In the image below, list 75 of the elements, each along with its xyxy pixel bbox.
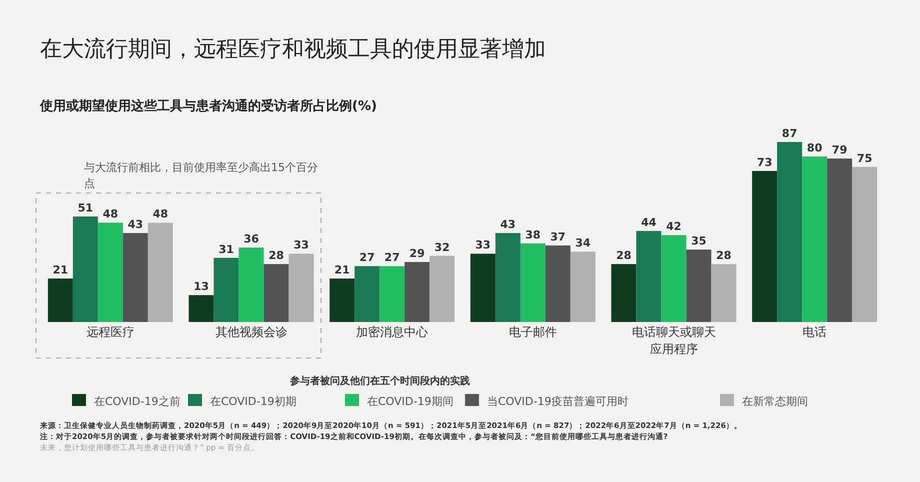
bar — [288, 254, 314, 322]
bar — [98, 222, 123, 322]
bar — [752, 170, 778, 322]
bar — [354, 266, 380, 322]
bar — [48, 278, 73, 322]
data-label: 34 — [575, 236, 591, 250]
data-label: 28 — [268, 249, 284, 262]
data-label: 31 — [218, 242, 234, 256]
chart-title: 在大流行期间，远程医疗和视频工具的使用显著增加 — [40, 37, 546, 62]
bar — [380, 266, 405, 322]
bar — [711, 264, 736, 322]
legend-title: 参与者被问及他们在五个时间段内的实践 — [289, 375, 470, 387]
data-label: 13 — [194, 280, 209, 294]
data-label: 32 — [434, 240, 450, 254]
data-label: 87 — [782, 127, 798, 140]
bar — [430, 256, 455, 322]
bar — [404, 262, 430, 322]
data-label: 29 — [409, 247, 425, 260]
data-label: 80 — [806, 141, 823, 154]
legend-label: 在COVID-19期间 — [367, 395, 454, 408]
bar — [570, 252, 596, 322]
x-tick-label: 电话聊天或聊天应用程序 — [632, 325, 716, 356]
bar — [545, 245, 570, 322]
data-label: 43 — [500, 218, 516, 232]
data-label: 33 — [475, 238, 491, 252]
bar — [611, 264, 636, 322]
x-tick-label: 加密消息中心 — [356, 325, 428, 339]
data-label: 43 — [128, 218, 144, 232]
bar — [686, 250, 712, 322]
bar — [802, 156, 828, 322]
data-label: 51 — [78, 201, 94, 214]
data-label: 21 — [52, 264, 68, 277]
data-label: 28 — [616, 249, 632, 262]
bar — [122, 233, 148, 322]
data-label: 38 — [525, 228, 541, 242]
x-tick-label: 其他视频会诊 — [215, 325, 288, 339]
bar — [330, 278, 355, 322]
bar — [827, 158, 852, 322]
bar — [72, 216, 98, 322]
annotation: 与大流行前相比，目前使用率至少高出15个百分点 — [84, 161, 318, 190]
bar — [188, 295, 214, 322]
data-label: 36 — [244, 232, 260, 246]
legend-label: 在COVID-19之前 — [94, 395, 180, 408]
data-label: 28 — [716, 249, 732, 262]
data-label: 48 — [102, 208, 118, 221]
data-label: 35 — [691, 234, 706, 248]
x-tick-label: 电话 — [802, 325, 827, 339]
x-tick-label: 远程医疗 — [86, 325, 134, 339]
data-label: 75 — [856, 152, 872, 165]
bar — [520, 243, 546, 322]
legend-label: 在COVID-19初期 — [210, 395, 296, 408]
bar — [852, 166, 878, 322]
data-label: 79 — [832, 144, 848, 157]
data-label: 42 — [666, 220, 682, 234]
bar — [636, 230, 662, 322]
data-label: 73 — [756, 156, 772, 169]
bar — [264, 264, 289, 322]
bar — [214, 258, 239, 322]
data-label: 33 — [294, 238, 309, 252]
bar — [238, 248, 264, 322]
bar — [470, 254, 496, 322]
data-label: 27 — [384, 251, 400, 264]
data-label: 48 — [152, 208, 168, 221]
legend-label: 当COVID-19疫苗普遍可用时 — [487, 395, 628, 408]
x-tick-label: 电子邮件 — [508, 325, 557, 339]
data-label: 37 — [550, 230, 566, 244]
bar — [148, 222, 173, 322]
bar — [661, 235, 686, 322]
data-label: 44 — [641, 216, 657, 229]
bar — [495, 233, 520, 322]
data-label: 21 — [334, 264, 350, 277]
bar — [777, 142, 802, 322]
chart-subtitle: 使用或期望使用这些工具与患者沟通的受访者所占比例(%) — [39, 98, 377, 114]
legend-label: 在新常态期间 — [742, 395, 808, 408]
data-label: 27 — [359, 251, 375, 264]
